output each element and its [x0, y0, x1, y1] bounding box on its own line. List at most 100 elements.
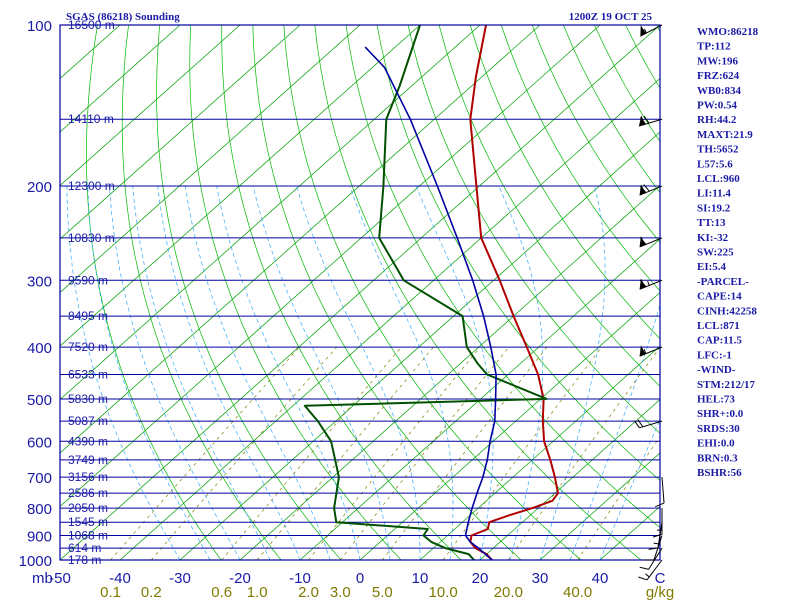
wind-barb-pennant [640, 25, 647, 37]
wind-barb-feather [648, 547, 659, 550]
wind-barb-feather [637, 419, 644, 428]
index-entry: L57:5.6 [697, 158, 733, 170]
index-entry: EHI:0.0 [697, 438, 735, 450]
temperature-tick-label: 10 [412, 570, 429, 587]
pressure-tick-label: 600 [27, 434, 52, 451]
dry-adiabat-line [407, 25, 660, 434]
height-label: 6533 m [68, 367, 108, 381]
wind-barb-feather [655, 502, 665, 508]
wind-barb [639, 236, 663, 248]
index-entry: TP:112 [697, 41, 731, 53]
wind-barb-feather [640, 116, 646, 125]
temperature-tick-label: 20 [472, 570, 489, 587]
index-entry: CINH:42258 [697, 305, 757, 317]
index-entry: LCL:960 [697, 173, 740, 185]
temperature-tick-label: -50 [49, 570, 71, 587]
dry-adiabat-line [314, 25, 642, 560]
isotherm-line [60, 25, 481, 400]
index-entry: EI:5.4 [697, 261, 727, 273]
mixing-ratio-label: 3.0 [330, 584, 351, 600]
pressure-tick-label: 200 [27, 179, 52, 196]
wind-barb [652, 508, 663, 538]
wind-barb [638, 559, 663, 581]
height-label: 614 m [68, 541, 101, 555]
dry-adiabat-line [750, 25, 800, 571]
wind-barb-feather [652, 533, 663, 538]
height-label: 2050 m [68, 501, 108, 515]
height-label: 9590 m [68, 273, 108, 287]
height-label: 1545 m [68, 515, 108, 529]
height-label: 5087 m [68, 414, 108, 428]
isotherm-line [239, 185, 660, 560]
wind-barb-staff [661, 477, 665, 504]
wind-barb [634, 419, 663, 429]
height-label: 3749 m [68, 453, 108, 467]
temperature-tick-label: -10 [289, 570, 311, 587]
pressure-tick-label: 900 [27, 529, 52, 546]
wind-barb [639, 184, 663, 196]
wind-barb-feather [639, 566, 649, 570]
temperature-unit-label: C [655, 570, 666, 587]
wind-barb-halffeather [643, 28, 647, 34]
temperature-tick-label: -20 [229, 570, 251, 587]
pressure-tick-label: 100 [27, 18, 52, 35]
isotherm-line [60, 25, 660, 560]
temperature-tick-label: -40 [109, 570, 131, 587]
index-entry: PW:0.54 [697, 100, 738, 112]
wind-barb [638, 115, 663, 127]
wind-barb-staff [648, 547, 663, 570]
moist-adiabat-line [184, 186, 331, 560]
wind-barb-halffeather [647, 280, 650, 286]
dry-adiabat-line [345, 25, 660, 528]
isotherm-line [119, 78, 660, 560]
height-label: 14110 m [68, 112, 114, 126]
height-label: 12300 m [68, 179, 115, 193]
isotherm-line [479, 399, 660, 560]
mixing-ratio-label: 0.2 [141, 584, 162, 600]
isotherm-line [60, 25, 541, 454]
wind-barb-feather [639, 279, 647, 288]
index-entry: TT:13 [697, 217, 726, 229]
pressure-tick-label: 1000 [19, 553, 52, 570]
dry-adiabat-line [252, 25, 522, 560]
height-label: 10830 m [68, 231, 115, 245]
pressure-tick-label: 800 [27, 501, 52, 518]
wind-barb-feather [643, 184, 650, 192]
parcel-profile [364, 46, 497, 560]
wind-barb-halffeather [643, 349, 647, 354]
isotherm-line [179, 131, 660, 560]
index-entry: SW:225 [697, 247, 734, 259]
index-entry: -PARCEL- [697, 276, 749, 288]
dry-adiabat-line [121, 25, 282, 560]
isotherm-line [60, 25, 361, 293]
mixing-ratio-label: 5.0 [372, 584, 393, 600]
index-entry: LCL:871 [697, 320, 740, 332]
index-entry: SI:19.2 [697, 202, 731, 214]
height-label: 5830 m [68, 392, 108, 406]
dry-adiabat-line [469, 25, 660, 340]
pressure-unit-label: mb [32, 570, 53, 587]
mixing-ratio-label: 20.0 [494, 584, 523, 600]
wind-barb-feather [639, 185, 647, 193]
wind-barb-halffeather [653, 542, 659, 545]
mixing-ratio-label: 0.6 [211, 584, 232, 600]
index-entry: TH:5652 [697, 144, 739, 156]
plot-frame [59, 24, 661, 561]
isotherm-line [359, 292, 660, 560]
temperature-tick-label: -30 [169, 570, 191, 587]
isotherm-line [539, 452, 660, 560]
isotherm-line [60, 25, 421, 347]
index-entry: SRDS:30 [697, 423, 740, 435]
pressure-tick-label: 500 [27, 392, 52, 409]
temperature-tick-label: 40 [592, 570, 609, 587]
dry-adiabat-line [189, 25, 402, 560]
dry-adiabat-line [500, 25, 660, 292]
mixing-ratio-label: 0.1 [100, 584, 121, 600]
index-entry: CAP:11.5 [697, 335, 742, 347]
isotherm-line [60, 25, 301, 240]
index-entry: LFC:-1 [697, 349, 732, 361]
isotherm-line [60, 25, 181, 133]
dewpoint-profile [303, 25, 548, 560]
